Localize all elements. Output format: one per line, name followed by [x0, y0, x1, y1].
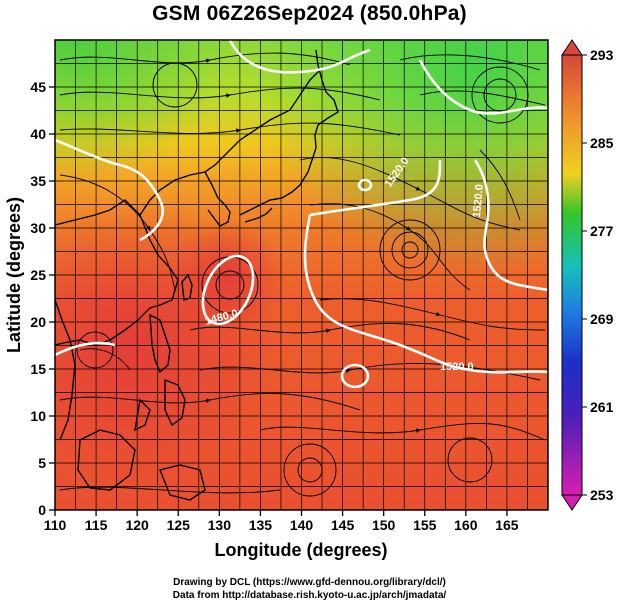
- credit-data: Data from http://database.rish.kyoto-u.a…: [172, 590, 447, 601]
- x-tick-label: 135: [249, 517, 273, 533]
- y-tick-label: 40: [30, 126, 46, 142]
- credit-drawing: Drawing by DCL (https://www.gfd-dennou.o…: [173, 577, 446, 588]
- y-tick-label: 5: [38, 455, 46, 471]
- x-tick-label: 120: [125, 517, 149, 533]
- y-tick-label: 15: [30, 361, 46, 377]
- lat-lon-grid: [55, 40, 548, 510]
- x-tick-label: 155: [413, 517, 437, 533]
- height-contours: [55, 40, 548, 389]
- y-tick-label: 35: [30, 173, 46, 189]
- x-tick-label: 145: [331, 517, 355, 533]
- colorbar-scale: [561, 54, 583, 496]
- x-tick-label: 160: [454, 517, 478, 533]
- y-tick-label: 45: [30, 79, 46, 95]
- y-tick-label: 25: [30, 267, 46, 283]
- colorbar-bottom-cap: [561, 494, 583, 511]
- x-tick-label: 150: [372, 517, 396, 533]
- x-tick-label: 115: [85, 517, 108, 533]
- colorbar: 293 285 277 269 261 253: [561, 39, 614, 511]
- colorbar-tick-label: 261: [590, 399, 614, 415]
- x-axis-label: Longitude (degrees): [214, 540, 387, 560]
- y-axis: 0 5 10 15 20 25 30 35 40 45: [30, 79, 55, 518]
- x-tick-label: 130: [208, 517, 232, 533]
- x-tick-label: 165: [495, 517, 519, 533]
- x-tick-label: 140: [290, 517, 314, 533]
- x-tick-label: 125: [167, 517, 191, 533]
- y-tick-label: 0: [38, 502, 46, 518]
- colorbar-tick-label: 253: [590, 487, 614, 503]
- x-tick-label: 110: [44, 517, 67, 533]
- colorbar-tick-label: 293: [590, 47, 614, 63]
- y-tick-label: 30: [30, 220, 46, 236]
- contour-label: 1520.0: [440, 361, 474, 373]
- colorbar-tick-label: 285: [590, 135, 614, 151]
- y-axis-label: Latitude (degrees): [4, 197, 24, 353]
- contour-label: 1520.0: [471, 184, 486, 219]
- map-title: GSM 06Z26Sep2024 (850.0hPa): [152, 2, 467, 25]
- colorbar-tick-label: 277: [590, 223, 614, 239]
- colorbar-top-cap: [561, 39, 583, 56]
- wind-streamlines: [59, 52, 546, 497]
- colorbar-tick-label: 269: [590, 311, 614, 327]
- y-tick-label: 20: [30, 314, 46, 330]
- x-axis: 110 115 120 125 130 135 140 145 150 155 160 165: [44, 510, 519, 533]
- y-tick-label: 10: [30, 408, 46, 424]
